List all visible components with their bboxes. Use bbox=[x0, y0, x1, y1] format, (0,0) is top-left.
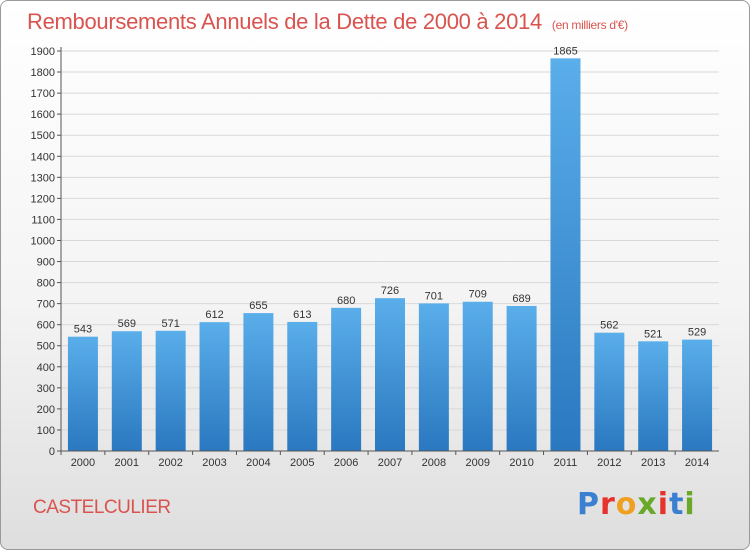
x-tick-label: 2007 bbox=[378, 457, 402, 469]
x-tick-label: 2000 bbox=[71, 457, 95, 469]
y-tick-label: 1600 bbox=[31, 109, 55, 121]
bar-value-label: 569 bbox=[118, 318, 136, 330]
bar-value-label: 562 bbox=[600, 320, 618, 332]
bar bbox=[331, 307, 362, 451]
bar bbox=[287, 321, 318, 451]
commune-name: CASTELCULIER bbox=[33, 497, 171, 518]
x-tick-label: 2013 bbox=[641, 457, 665, 469]
x-tick-label: 2010 bbox=[509, 457, 533, 469]
bar-value-label: 529 bbox=[688, 327, 706, 339]
y-axis: 0 100 200 300 400 500 600 700 800 900 1000 1100 1200… bbox=[31, 46, 62, 458]
y-tick-label: 1500 bbox=[31, 130, 55, 142]
x-tick-label: 2005 bbox=[290, 457, 314, 469]
bar bbox=[594, 332, 625, 451]
bar bbox=[199, 322, 230, 451]
bars: 543 569 571 612 655 613 680 726 701 709 689 1865 562… bbox=[67, 45, 713, 452]
y-tick-label: 900 bbox=[37, 257, 55, 269]
logo-letter: i bbox=[684, 487, 696, 522]
y-tick-label: 700 bbox=[37, 299, 55, 311]
y-tick-label: 1700 bbox=[31, 88, 55, 100]
x-tick-label: 2012 bbox=[597, 457, 621, 469]
bar-value-label: 612 bbox=[205, 309, 223, 321]
x-tick-label: 2011 bbox=[554, 457, 578, 469]
bar bbox=[506, 305, 537, 451]
bar bbox=[375, 298, 405, 451]
y-tick-label: 500 bbox=[37, 341, 55, 353]
bar-value-label: 689 bbox=[512, 293, 530, 305]
bar-value-label: 701 bbox=[425, 290, 443, 302]
y-tick-label: 1400 bbox=[31, 151, 55, 163]
bar bbox=[155, 330, 186, 451]
bar bbox=[550, 58, 581, 452]
logo-letter: i bbox=[657, 487, 670, 522]
x-tick-label: 2004 bbox=[246, 457, 270, 469]
bar-value-label: 709 bbox=[469, 289, 487, 301]
logo-letter: r bbox=[600, 487, 616, 522]
y-tick-label: 0 bbox=[49, 446, 55, 458]
y-tick-label: 600 bbox=[37, 320, 55, 332]
bar-value-label: 680 bbox=[337, 295, 355, 307]
x-tick-label: 2009 bbox=[465, 457, 489, 469]
x-tick-label: 2006 bbox=[334, 457, 358, 469]
logo-letter: o bbox=[615, 487, 638, 522]
y-tick-label: 1200 bbox=[31, 193, 55, 205]
bar bbox=[682, 339, 713, 451]
y-tick-label: 400 bbox=[37, 362, 55, 374]
y-tick-label: 1800 bbox=[31, 67, 55, 79]
y-tick-label: 1000 bbox=[31, 235, 55, 247]
bar-value-label: 571 bbox=[161, 318, 179, 330]
chart-subtitle: (en milliers d'€) bbox=[551, 18, 628, 32]
bar bbox=[418, 303, 449, 451]
bar-value-label: 543 bbox=[74, 324, 92, 336]
y-tick-label: 200 bbox=[37, 404, 55, 416]
x-tick-label: 2003 bbox=[202, 457, 226, 469]
bar bbox=[111, 331, 142, 451]
proxiti-logo: Proxiti bbox=[577, 487, 696, 522]
y-tick-label: 1100 bbox=[31, 214, 55, 226]
y-tick-label: 800 bbox=[37, 278, 55, 290]
logo-letter: P bbox=[577, 487, 600, 522]
y-tick-label: 100 bbox=[37, 425, 55, 437]
x-axis: 2000 2001 2002 2003 2004 2005 2006 2007 2008 2009… bbox=[60, 450, 719, 469]
x-tick-label: 2001 bbox=[115, 457, 139, 469]
bar bbox=[67, 336, 98, 451]
bar bbox=[638, 341, 669, 451]
y-tick-label: 1900 bbox=[31, 46, 55, 58]
bar-value-label: 655 bbox=[249, 300, 267, 312]
x-tick-label: 2014 bbox=[685, 457, 709, 469]
bar bbox=[462, 301, 493, 451]
x-tick-label: 2008 bbox=[422, 457, 446, 469]
bar-value-label: 521 bbox=[644, 328, 662, 340]
bar-value-label: 1865 bbox=[553, 45, 577, 57]
logo-letter: x bbox=[637, 487, 658, 522]
bar-value-label: 613 bbox=[293, 309, 311, 321]
bar bbox=[243, 313, 274, 451]
bar-value-label: 726 bbox=[381, 285, 399, 297]
y-tick-label: 300 bbox=[37, 383, 55, 395]
y-tick-label: 1300 bbox=[31, 172, 55, 184]
chart-title: Remboursements Annuels de la Dette de 20… bbox=[27, 9, 628, 34]
logo-letter: t bbox=[669, 487, 685, 522]
x-tick-label: 2002 bbox=[158, 457, 182, 469]
